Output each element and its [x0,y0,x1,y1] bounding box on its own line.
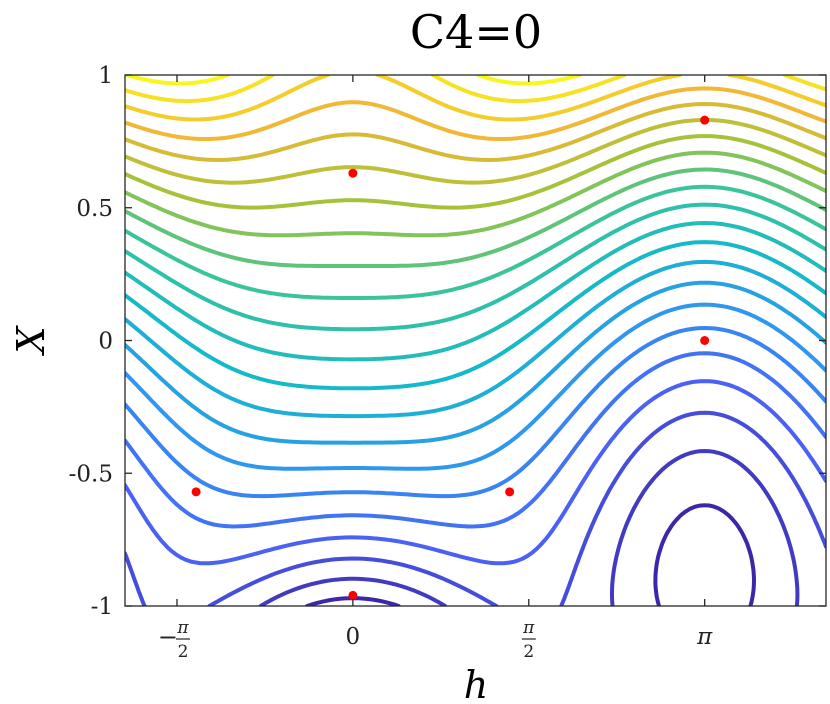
contour-line [125,326,826,499]
critical-points [191,115,710,600]
contour-line [125,75,826,104]
svg-text:π: π [176,618,189,638]
contour-line [125,202,826,332]
y-tick-label: 1 [98,63,113,89]
contour-line [125,86,826,141]
x-tick-label: π2 [521,618,536,662]
contour-line [125,75,582,86]
y-axis: -1 -0.5 0 0.5 1 [69,63,826,620]
y-tick-label: -0.5 [69,461,113,487]
y-tick-label: 0.5 [76,196,113,222]
contour-line [125,167,826,268]
svg-text:π: π [522,618,535,638]
critical-point [348,168,358,178]
svg-text:2: 2 [523,642,534,662]
contour-lines [125,75,826,606]
contour-line [258,449,800,606]
x-axis: − π20 π2π [158,75,713,662]
svg-text:2: 2 [178,642,189,662]
svg-text:−: − [158,623,178,651]
contour-line [125,379,826,566]
critical-point [700,336,710,345]
critical-point [505,487,515,497]
x-tick-label: π [696,624,713,650]
critical-point [348,590,358,600]
contour-line [125,184,826,300]
contour-line [125,75,826,122]
y-tick-label: 0 [98,329,113,355]
x-tick-label: − π 2 [158,618,190,662]
contour-line [305,503,756,606]
y-tick-label: -1 [91,594,113,620]
contour-line [125,102,826,162]
contour-line [125,240,826,391]
contour-line [125,134,826,210]
x-tick-label: 0 [346,624,361,650]
x-axis-label: h [464,663,488,704]
contour-line [125,117,826,185]
critical-point [700,115,710,125]
critical-point [191,487,201,497]
contour-line [125,410,826,606]
y-axis-label: X [9,325,53,357]
chart-title: C4=0 [410,5,542,59]
contour-line [125,150,826,238]
contour-line [125,221,826,362]
contour-line [125,259,826,419]
contour-line [125,351,826,529]
contour-line [125,280,826,445]
contour-line [125,302,826,471]
